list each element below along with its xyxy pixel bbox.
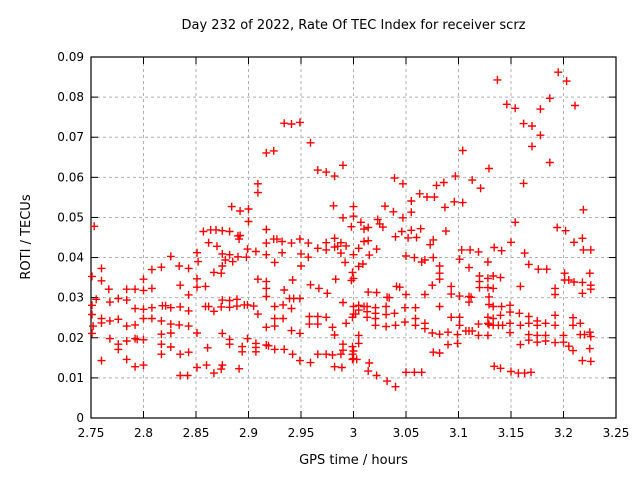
- x-tick-label: 2.95: [288, 426, 315, 440]
- y-tick-label: 0.02: [57, 331, 84, 345]
- scatter-points: [88, 68, 595, 391]
- x-tick-label: 2.75: [78, 426, 105, 440]
- x-tick-labels: 2.75 2.8 2.85 2.9 2.95 3 3.05 3.1 3.15 3.2 3.25: [78, 426, 630, 440]
- x-tick-label: 2.9: [239, 426, 258, 440]
- x-tick-label: 2.8: [134, 426, 153, 440]
- x-tick-label: 3: [350, 426, 358, 440]
- y-tick-label: 0.08: [57, 90, 84, 104]
- x-tick-label: 3.1: [449, 426, 468, 440]
- y-tick-label: 0: [76, 411, 84, 425]
- y-tick-label: 0.06: [57, 170, 84, 184]
- plot-frame: [90, 56, 617, 419]
- y-tick-label: 0.03: [57, 291, 84, 305]
- x-tick-label: 3.25: [603, 426, 630, 440]
- y-tick-labels: 0 0.01 0.02 0.03 0.04 0.05 0.06 0.07 0.08 0.09: [57, 50, 84, 425]
- y-tick-label: 0.05: [57, 210, 84, 224]
- x-axis-title: GPS time / hours: [299, 453, 408, 468]
- y-tick-label: 0.01: [57, 371, 84, 385]
- x-tick-label: 3.2: [554, 426, 573, 440]
- chart-title: Day 232 of 2022, Rate Of TEC Index for r…: [181, 18, 526, 33]
- x-tick-label: 3.05: [393, 426, 420, 440]
- y-tick-label: 0.07: [57, 130, 84, 144]
- y-tick-label: 0.04: [57, 251, 84, 265]
- x-tick-label: 2.85: [183, 426, 210, 440]
- grid-lines: [91, 57, 616, 418]
- y-tick-label: 0.09: [57, 50, 84, 64]
- x-tick-label: 3.15: [498, 426, 525, 440]
